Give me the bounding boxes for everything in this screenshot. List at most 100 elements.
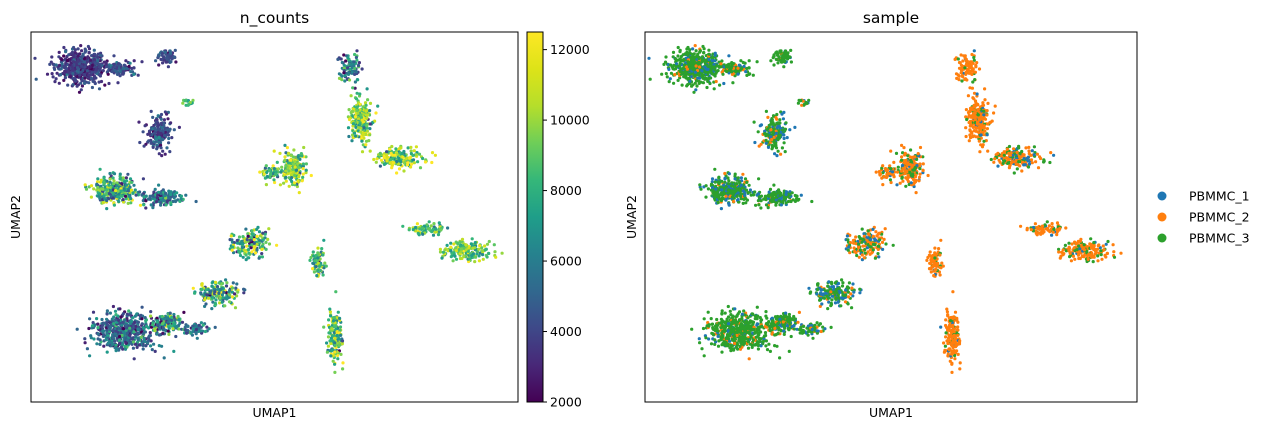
left-cell-point (91, 86, 94, 89)
colorbar-tick-label: 6000 (550, 254, 582, 269)
left-cell-point (74, 48, 77, 51)
right-cell-point (695, 64, 698, 67)
left-cell-point (214, 326, 217, 329)
left-cell-point (142, 347, 145, 350)
right-cell-point (784, 121, 787, 124)
left-cell-point (115, 330, 118, 333)
left-cell-point (339, 334, 342, 337)
left-cell-point (132, 184, 135, 187)
left-cell-point (97, 332, 100, 335)
left-cell-point (156, 320, 159, 323)
left-cell-point (339, 353, 342, 356)
left-cell-point (250, 229, 253, 232)
right-cell-point (723, 181, 726, 184)
left-cell-point (416, 160, 419, 163)
right-cell-point (711, 59, 714, 62)
left-cell-point (123, 64, 126, 67)
left-cell-point (375, 161, 378, 164)
left-cell-point (421, 157, 424, 160)
right-cell-point (672, 82, 675, 85)
left-cell-point (133, 59, 136, 62)
left-cell-point (455, 258, 458, 261)
left-cell-point (322, 326, 325, 329)
right-cell-point (686, 72, 689, 75)
colorbar-tick-label: 12000 (550, 42, 590, 57)
left-cell-point (452, 259, 455, 262)
left-cell-point (409, 165, 412, 168)
left-cell-point (328, 339, 331, 342)
left-cell-point (230, 238, 233, 241)
right-cell-point (775, 122, 778, 125)
left-cell-point (129, 62, 132, 65)
left-cell-point (413, 161, 416, 164)
left-cell-point (309, 256, 312, 259)
right-cell-point (780, 203, 783, 206)
left-cell-point (262, 238, 265, 241)
right-cell-point (674, 58, 677, 61)
left-cell-point (58, 64, 61, 67)
left-cell-point (105, 188, 108, 191)
left-cell-point (137, 74, 140, 77)
right-cell-point (754, 204, 757, 207)
right-cell-point (727, 192, 730, 195)
right-cell-point (741, 173, 744, 176)
left-cell-point (389, 161, 392, 164)
colorbar-tick-label: 4000 (550, 324, 582, 339)
left-cell-point (284, 164, 287, 167)
right-points (647, 44, 1122, 374)
left-cell-point (210, 307, 213, 310)
left-cell-point (332, 319, 335, 322)
left-cell-point (321, 253, 324, 256)
right-cell-point (707, 49, 710, 52)
left-cell-point (137, 321, 140, 324)
left-cell-point (83, 77, 86, 80)
right-cell-point (781, 60, 784, 63)
right-cell-point (772, 122, 775, 125)
left-cell-point (312, 250, 315, 253)
left-cell-point (292, 155, 295, 158)
left-cell-point (308, 259, 311, 262)
left-cell-point (136, 328, 139, 331)
left-cell-point (126, 313, 129, 316)
left-cell-point (225, 284, 228, 287)
right-cell-point (767, 206, 770, 209)
right-cell-point (673, 73, 676, 76)
right-cell-point (677, 79, 680, 82)
left-cell-point (147, 340, 150, 343)
left-cell-point (144, 316, 147, 319)
right-cell-point (736, 67, 739, 70)
right-cell-point (683, 75, 686, 78)
left-cell-point (90, 196, 93, 199)
left-cell-point (151, 348, 154, 351)
left-cell-point (106, 323, 109, 326)
left-cell-point (85, 188, 88, 191)
left-cell-point (352, 122, 355, 125)
left-cell-point (96, 326, 99, 329)
left-cell-point (144, 319, 147, 322)
left-cell-point (292, 171, 295, 174)
right-cell-point (699, 188, 702, 191)
left-cell-point (177, 315, 180, 318)
left-cell-point (354, 115, 357, 118)
left-cell-point (284, 169, 287, 172)
left-cell-point (102, 345, 105, 348)
left-cell-point (93, 58, 96, 61)
right-title: sample (863, 9, 919, 27)
left-cell-point (351, 70, 354, 73)
left-cell-point (135, 312, 138, 315)
left-cell-point (342, 71, 345, 74)
left-cell-point (293, 181, 296, 184)
left-cell-point (473, 260, 476, 263)
left-cell-point (372, 158, 375, 161)
right-cell-point (795, 195, 798, 198)
left-cell-point (122, 73, 125, 76)
left-cell-point (128, 194, 131, 197)
panel-n-counts: n_counts UMAP1 UMAP2 (8, 9, 518, 420)
left-cell-point (159, 201, 162, 204)
right-cell-point (669, 77, 672, 80)
left-cell-point (115, 348, 118, 351)
right-cell-point (734, 173, 737, 176)
left-cell-point (125, 326, 128, 329)
left-cell-point (127, 202, 130, 205)
left-points (33, 44, 503, 374)
